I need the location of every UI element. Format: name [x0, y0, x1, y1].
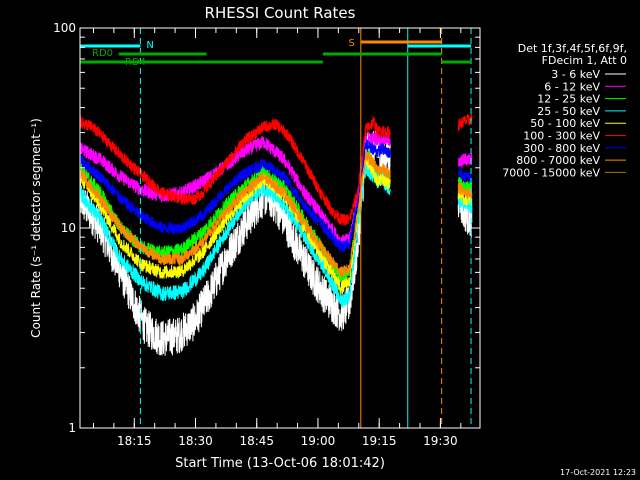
legend-label-7: 800 - 7000 keV [516, 154, 600, 167]
legend-label-8: 7000 - 15000 keV [502, 166, 600, 179]
x-tick-label-2: 18:45 [239, 434, 274, 448]
x-tick-label-5: 19:30 [423, 434, 458, 448]
legend-header-line-2: FDecim 1, Att 0 [542, 54, 627, 67]
legend-label-4: 50 - 100 keV [530, 117, 600, 130]
flag-label-n: N [146, 40, 153, 51]
y-tick-label-0: 1 [68, 421, 76, 435]
series-line-6 [79, 139, 473, 253]
legend-label-0: 3 - 6 keV [551, 68, 600, 81]
y-axis-label-group: Count Rate (s⁻¹ detector segment⁻¹) [29, 118, 43, 338]
legend-header-line-1: Det 1f,3f,4f,5f,6f,9f, [518, 42, 627, 55]
flag-label-rd4: RD4 [125, 57, 146, 68]
legend: Det 1f,3f,4f,5f,6f,9f, FDecim 1, Att 0 3… [502, 42, 627, 179]
legend-label-3: 25 - 50 keV [537, 105, 600, 118]
flag-label-s: S [348, 38, 354, 49]
legend-label-5: 100 - 300 keV [523, 130, 600, 143]
flag-bars: N S RD0 RD4 [80, 38, 472, 68]
legend-label-6: 300 - 800 keV [523, 142, 600, 155]
flag-label-rd0: RD0 [92, 48, 113, 59]
footer-timestamp: 17-Oct-2021 12:23 [560, 468, 636, 477]
chart-title: RHESSI Count Rates [205, 4, 356, 22]
y-tick-label-1: 10 [61, 221, 76, 235]
x-axis-label: Start Time (13-Oct-06 18:01:42) [175, 456, 385, 471]
axes: 1 10 100 18:15 18:30 18:45 19:00 19:15 19:30 [53, 21, 481, 448]
series-line-5 [79, 113, 473, 226]
y-tick-label-2: 100 [53, 21, 76, 35]
series-line-7 [79, 149, 473, 278]
plot-area [79, 28, 473, 428]
x-tick-label-0: 18:15 [117, 434, 152, 448]
legend-label-2: 12 - 25 keV [537, 93, 600, 106]
x-tick-label-3: 19:00 [301, 434, 336, 448]
y-axis-label: Count Rate (s⁻¹ detector segment⁻¹) [29, 118, 43, 338]
x-tick-label-1: 18:30 [178, 434, 213, 448]
legend-label-1: 6 - 12 keV [544, 80, 600, 93]
x-tick-label-4: 19:15 [362, 434, 397, 448]
